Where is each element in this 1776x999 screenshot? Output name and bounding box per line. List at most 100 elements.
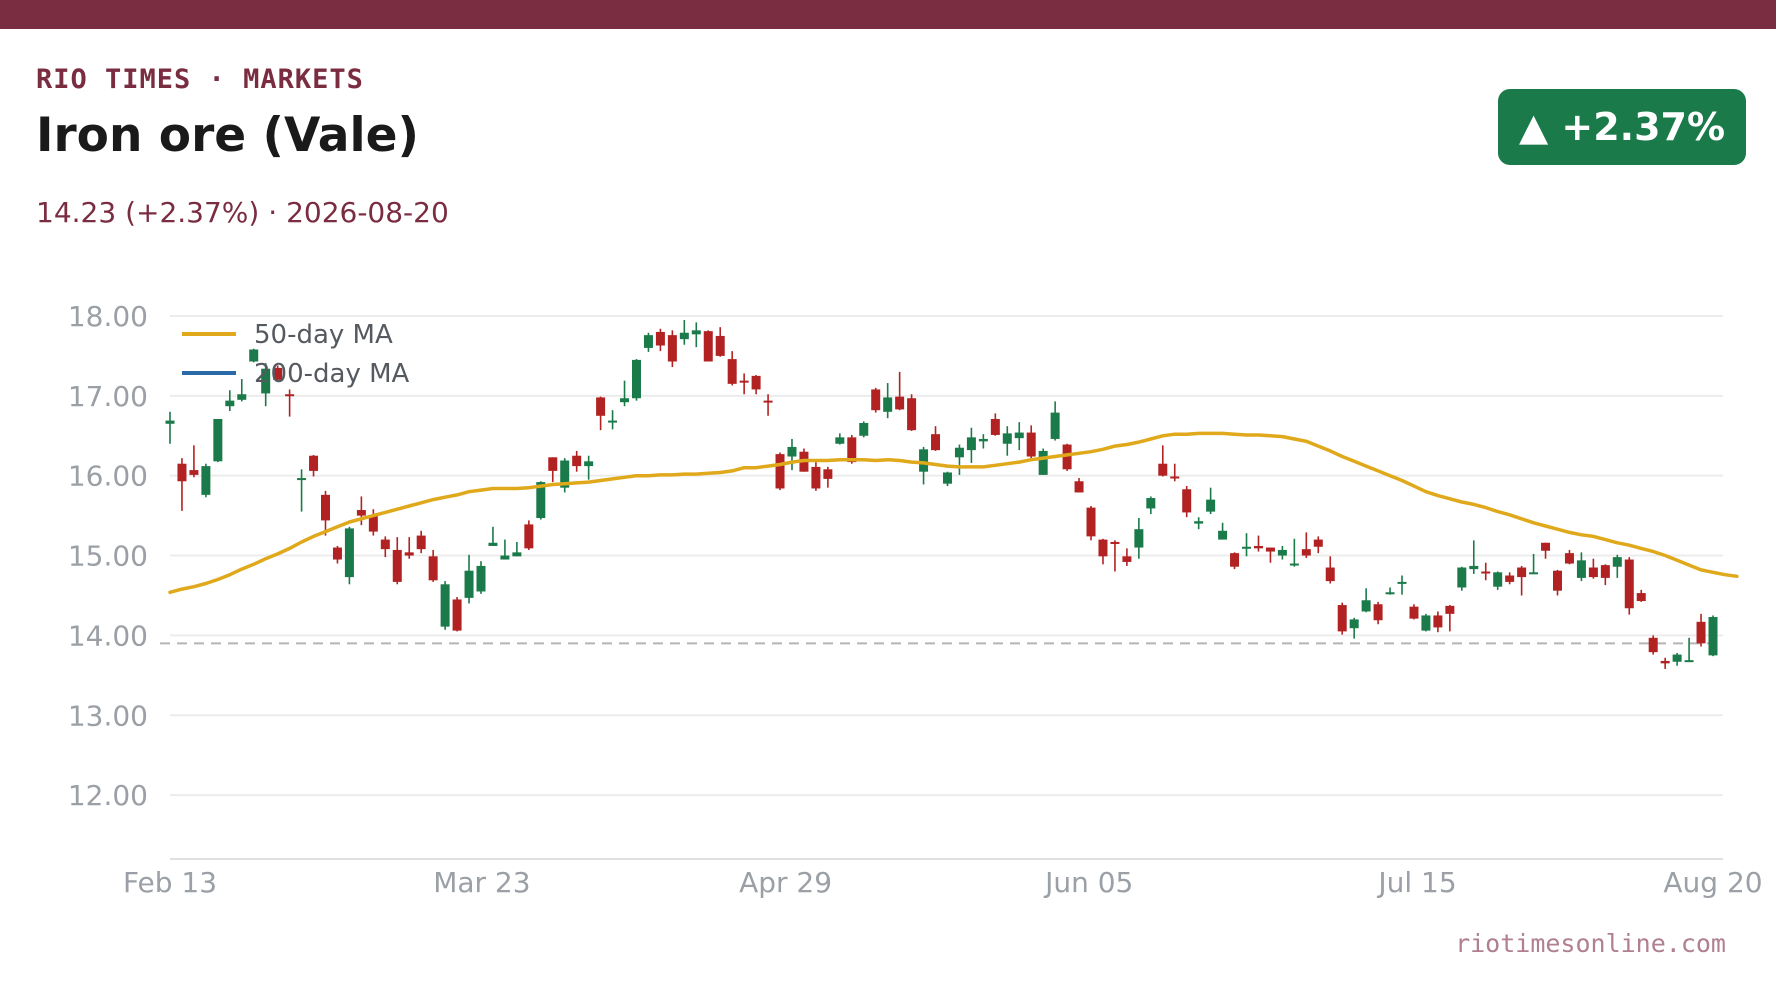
candle-body [1600, 565, 1610, 578]
candle-body [297, 478, 307, 481]
candle-body [1194, 521, 1204, 524]
candle-body [1373, 604, 1383, 621]
candle-body [1576, 560, 1586, 578]
candle-body [966, 437, 976, 451]
candle-body [332, 547, 342, 560]
candle-body [1002, 433, 1012, 444]
candle-body [1481, 571, 1491, 574]
candle-body [1086, 507, 1096, 537]
candle-body [1325, 567, 1335, 582]
candle-body [811, 466, 821, 489]
candle-body [1230, 553, 1240, 567]
candle-body [978, 438, 988, 442]
candle-body [942, 472, 952, 484]
candle-body [560, 460, 570, 488]
candle-body [524, 524, 534, 549]
y-tick-label: 18.00 [68, 300, 148, 333]
x-tick-label: Mar 23 [433, 866, 530, 899]
candle-body [213, 418, 223, 462]
candle-body [739, 380, 749, 383]
x-tick-label: Aug 20 [1663, 866, 1762, 899]
candle-body [1648, 637, 1658, 653]
candle-body [1182, 489, 1192, 513]
candle-body [1636, 593, 1646, 602]
candle-body [249, 349, 259, 362]
y-tick-label: 12.00 [68, 779, 148, 812]
candle-body [1457, 567, 1467, 588]
candle-body [1409, 606, 1419, 619]
candle-body [954, 447, 964, 458]
candle-body [907, 398, 917, 431]
candle-body [895, 396, 905, 410]
candle-body [751, 375, 761, 390]
candle-body [763, 400, 773, 403]
x-tick-label: Feb 13 [123, 866, 217, 899]
candle-body [452, 599, 462, 631]
candle-body [1122, 556, 1132, 562]
candle-body [990, 418, 1000, 435]
candle-body [428, 556, 438, 581]
candle-body [368, 515, 378, 532]
source-credit: riotimesonline.com [1455, 929, 1726, 958]
candle-body [715, 335, 725, 356]
y-tick-label: 17.00 [68, 380, 148, 413]
candle-body [1397, 581, 1407, 584]
candle-body [871, 389, 881, 411]
candle-body [1421, 615, 1431, 631]
x-tick-label: Jun 05 [1043, 866, 1133, 899]
x-tick-label: Jul 15 [1376, 866, 1456, 899]
price-value: 14.23 [36, 196, 117, 229]
candle-body [500, 555, 510, 560]
candle-body [1074, 481, 1084, 493]
candle-body [165, 420, 175, 424]
candle-body [488, 542, 498, 546]
candle-body [1146, 498, 1156, 509]
candle-body [237, 394, 247, 400]
candle-body [584, 461, 594, 467]
candle-body [823, 469, 833, 479]
candle-body [1696, 621, 1706, 644]
candle-body [1038, 450, 1048, 475]
candle-body [1242, 546, 1252, 549]
candle-body [1385, 592, 1395, 595]
candle-body [679, 332, 689, 340]
candle-body [572, 455, 582, 467]
candle-body [344, 528, 354, 578]
ma50-line [168, 431, 1739, 595]
candle-body [1564, 553, 1574, 564]
candle-body [416, 535, 426, 550]
candle-body [1337, 605, 1347, 632]
candle-body [1361, 600, 1371, 612]
legend-label: 200-day MA [254, 359, 410, 389]
candle-body [1158, 463, 1168, 476]
candle-body [596, 397, 606, 416]
candle-body [1672, 654, 1682, 662]
candle-body [404, 552, 414, 556]
price-subline: 14.23 (+2.37%) · 2026-08-20 [36, 196, 449, 229]
candle-body [620, 398, 630, 403]
price-date: 2026-08-20 [286, 196, 449, 229]
candle-body [1313, 539, 1323, 547]
candle-body [703, 331, 713, 362]
candle-body [536, 482, 546, 519]
candle-body [1433, 615, 1443, 628]
candle-body [1277, 549, 1287, 556]
candle-body [1098, 539, 1108, 557]
candle-body [356, 510, 366, 516]
candle-body [1588, 567, 1598, 578]
candle-body [273, 367, 283, 380]
candle-body [1553, 570, 1563, 591]
candle-body [847, 437, 857, 463]
y-tick-label: 14.00 [68, 619, 148, 652]
candle-body [1170, 476, 1180, 479]
candle-body [727, 359, 737, 384]
candle-body [189, 470, 199, 475]
candle-body [608, 420, 618, 423]
candle-body [1505, 575, 1515, 582]
candle-body [392, 549, 402, 582]
candle-body [1517, 567, 1527, 578]
candle-body [1026, 432, 1036, 457]
candle-body [655, 331, 665, 346]
candle-body [201, 466, 211, 495]
candle-body [1289, 563, 1299, 566]
